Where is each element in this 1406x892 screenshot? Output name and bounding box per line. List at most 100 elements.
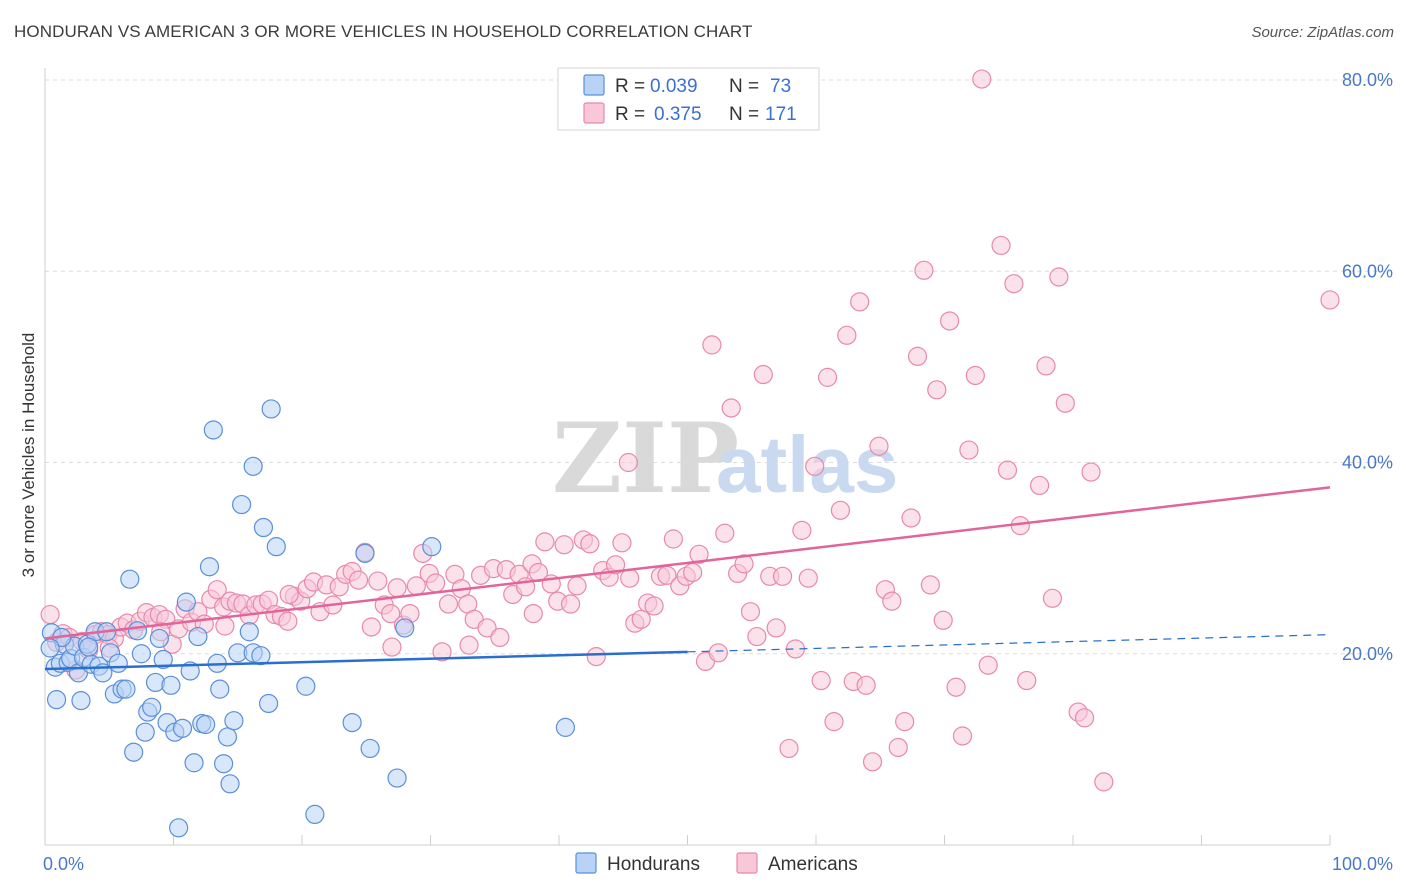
american-point: [869, 436, 889, 456]
x-tick-labels: 0.0% 100.0%: [43, 854, 1393, 874]
american-point: [959, 440, 979, 460]
hondurans-trendline: [44, 650, 688, 671]
y-tick-label: 40.0%: [1342, 453, 1393, 473]
honduran-point: [116, 679, 136, 699]
american-point: [837, 325, 857, 345]
american-point: [1094, 772, 1114, 792]
legend-r-label-americans: R =: [615, 104, 645, 125]
bottom-legend-label-hondurans: Hondurans: [607, 854, 700, 875]
american-point: [734, 554, 754, 574]
american-point: [278, 611, 298, 631]
honduran-point: [40, 638, 60, 658]
american-point: [1042, 588, 1063, 608]
american-point: [368, 571, 388, 591]
y-tick-label: 20.0%: [1342, 644, 1393, 664]
honduran-point: [224, 711, 244, 731]
american-point: [914, 260, 934, 280]
x-tick-label: 0.0%: [43, 854, 84, 874]
american-point: [644, 596, 664, 616]
y-tick-labels: 20.0% 40.0% 60.0% 80.0%: [1342, 70, 1393, 664]
american-point: [888, 737, 908, 758]
honduran-point: [176, 592, 196, 612]
american-point: [940, 311, 960, 331]
american-point: [40, 604, 60, 625]
american-point: [1055, 393, 1075, 413]
american-point: [740, 602, 761, 622]
american-point: [1081, 462, 1101, 482]
honduran-point: [131, 644, 151, 664]
honduran-point: [355, 543, 375, 563]
chart-title: HONDURAN VS AMERICAN 3 OR MORE VEHICLES …: [14, 22, 753, 41]
honduran-point: [142, 697, 162, 717]
american-point: [1004, 274, 1024, 294]
american-point: [612, 533, 632, 553]
american-point: [817, 367, 838, 387]
american-point: [1036, 356, 1056, 376]
american-point: [965, 365, 985, 386]
honduran-point: [127, 621, 148, 641]
hondurans-trendline-extension: [687, 634, 1331, 653]
american-point: [631, 609, 651, 629]
american-point: [490, 627, 510, 648]
american-point: [535, 532, 555, 552]
american-point: [580, 534, 600, 554]
honduran-point: [296, 676, 316, 696]
honduran-point: [79, 637, 99, 657]
y-axis-title: 3 or more Vehicles in Household: [19, 333, 38, 578]
honduran-point: [422, 537, 442, 557]
honduran-point: [360, 738, 380, 759]
american-point: [901, 508, 921, 528]
american-point: [1049, 267, 1069, 287]
honduran-point: [217, 727, 238, 747]
honduran-point: [258, 693, 279, 714]
american-point: [715, 523, 735, 543]
honduran-point: [232, 494, 252, 515]
american-point: [207, 580, 227, 600]
honduran-point: [196, 714, 216, 735]
legend-n-value-americans: 171: [765, 104, 797, 125]
american-point: [605, 555, 626, 575]
legend-box: R = 0.039 N = 73 R = 0.375 N = 171: [557, 67, 820, 131]
american-point: [382, 637, 402, 657]
american-point: [747, 626, 767, 647]
honduran-point: [203, 420, 223, 440]
honduran-point: [124, 742, 144, 762]
honduran-point: [153, 649, 173, 670]
american-point: [477, 618, 497, 638]
american-point: [920, 575, 940, 595]
american-point: [792, 520, 812, 540]
honduran-point: [169, 818, 189, 838]
honduran-point: [251, 646, 271, 666]
american-point: [895, 712, 915, 732]
american-point: [438, 594, 459, 614]
bottom-legend-label-americans: Americans: [768, 854, 858, 875]
honduran-point: [220, 774, 240, 794]
american-point: [830, 500, 851, 520]
legend-r-value-hondurans: 0.039: [650, 76, 698, 97]
american-point: [279, 584, 299, 605]
american-point: [798, 568, 818, 588]
american-point: [805, 456, 825, 476]
american-point: [1029, 475, 1050, 496]
honduran-point: [266, 537, 286, 557]
american-point: [933, 610, 953, 630]
american-point: [1320, 290, 1340, 310]
legend-r-value-americans: 0.375: [654, 104, 702, 125]
y-tick-label: 80.0%: [1342, 70, 1393, 90]
american-point: [586, 647, 606, 667]
american-point: [708, 643, 728, 663]
y-tick-label: 60.0%: [1342, 261, 1393, 281]
american-point: [972, 69, 992, 89]
american-point: [824, 712, 844, 732]
american-point: [663, 529, 683, 549]
american-point: [907, 346, 928, 366]
honduran-point: [214, 754, 234, 774]
american-point: [721, 398, 741, 418]
american-point: [779, 738, 799, 759]
american-point: [946, 677, 966, 697]
american-point: [523, 603, 543, 624]
honduran-point: [243, 456, 263, 476]
honduran-point: [184, 753, 204, 773]
legend-swatch-hondurans: [583, 74, 605, 96]
